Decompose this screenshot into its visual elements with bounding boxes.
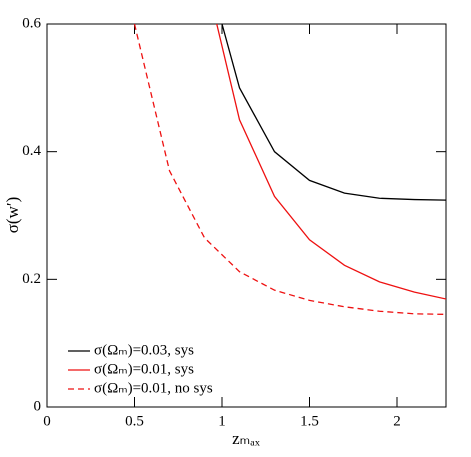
legend-label: σ(Ωₘ)=0.03, sys xyxy=(94,342,194,358)
y-tick-label: 0.2 xyxy=(22,271,41,287)
y-tick-label: 0.6 xyxy=(22,15,41,31)
plot-area xyxy=(133,24,446,316)
plot-frame xyxy=(46,23,447,408)
line xyxy=(133,24,446,316)
x-tick-label: 2 xyxy=(393,413,401,429)
legend-label: σ(Ωₘ)=0.01, no sys xyxy=(94,380,213,396)
y-tick-label: 0 xyxy=(34,398,42,414)
x-tick-label: 0.5 xyxy=(125,413,144,429)
line xyxy=(216,24,446,300)
x-axis-label: zₘₐₓ xyxy=(232,429,260,448)
line xyxy=(221,24,446,201)
legend-label: σ(Ωₘ)=0.01, sys xyxy=(94,361,194,377)
y-tick-label: 0.4 xyxy=(22,143,41,159)
x-tick-label: 0 xyxy=(43,413,51,429)
x-tick-label: 1.5 xyxy=(300,413,319,429)
x-tick-label: 1 xyxy=(218,413,226,429)
y-axis-label: σ(w′) xyxy=(3,197,22,233)
